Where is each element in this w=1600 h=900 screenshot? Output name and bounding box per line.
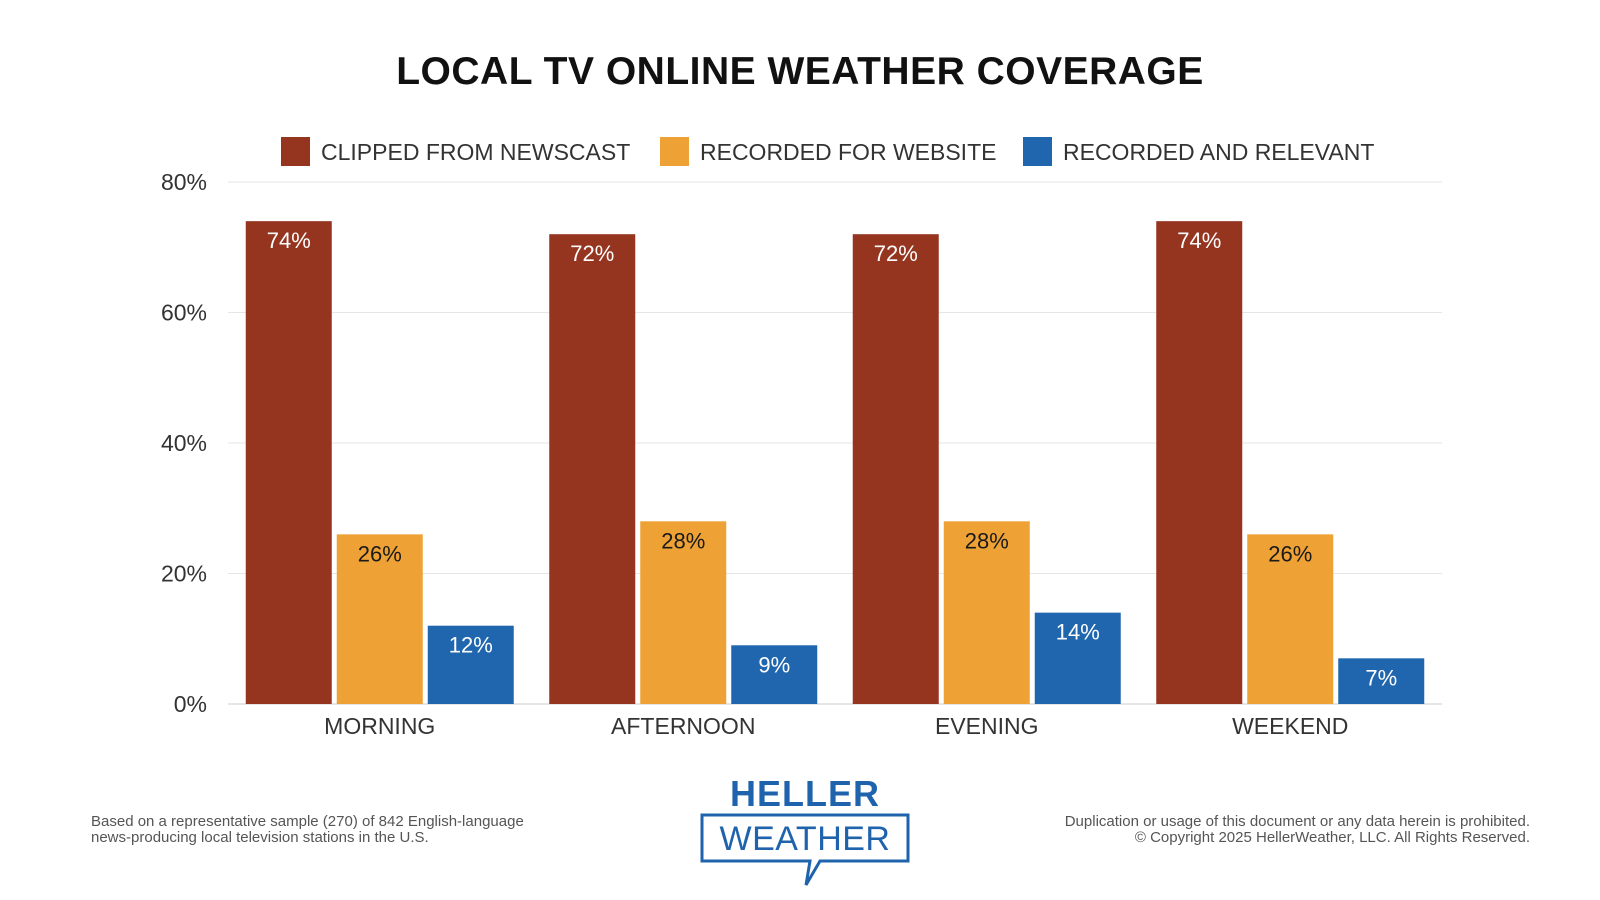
heller-weather-logo: HELLER WEATHER <box>700 773 910 888</box>
logo-speech-bubble-icon <box>700 813 910 886</box>
logo-heller-text: HELLER <box>730 773 880 814</box>
legend-swatch <box>281 137 310 166</box>
x-tick-label: EVENING <box>935 713 1039 739</box>
bar-value-label: 74% <box>267 228 311 253</box>
bar-evening-0 <box>852 234 939 704</box>
y-tick-label: 20% <box>161 561 207 587</box>
sample-footnote-line2: news-producing local television stations… <box>91 829 429 846</box>
sample-footnote: Based on a representative sample (270) o… <box>91 814 524 846</box>
bar-value-label: 26% <box>358 541 402 566</box>
sample-footnote-line1: Based on a representative sample (270) o… <box>91 813 524 830</box>
bar-afternoon-1 <box>640 521 727 704</box>
y-axis: 0% 20% 40% 60% 80% <box>161 169 207 717</box>
y-tick-label: 80% <box>161 169 207 195</box>
legend-label: CLIPPED FROM NEWSCAST <box>321 139 630 165</box>
bar-value-label: 26% <box>1268 541 1312 566</box>
copyright-line2: © Copyright 2025 HellerWeather, LLC. All… <box>1134 829 1530 846</box>
copyright-line1: Duplication or usage of this document or… <box>1064 813 1530 830</box>
bar-value-label: 74% <box>1177 228 1221 253</box>
bar-value-label: 28% <box>965 528 1009 553</box>
x-axis: MORNING AFTERNOON EVENING WEEKEND <box>324 713 1348 739</box>
bar-weekend-1 <box>1247 534 1334 704</box>
legend-swatch <box>660 137 689 166</box>
y-tick-label: 0% <box>174 691 207 717</box>
bar-morning-2 <box>427 625 514 704</box>
bar-value-label: 12% <box>449 633 493 658</box>
bar-afternoon-2 <box>731 645 818 704</box>
bar-value-label: 9% <box>758 652 790 677</box>
bar-afternoon-0 <box>549 234 636 704</box>
bar-value-label: 7% <box>1365 665 1397 690</box>
bar-value-label: 28% <box>661 528 705 553</box>
bar-weekend-0 <box>1156 221 1243 704</box>
x-tick-label: MORNING <box>324 713 435 739</box>
y-tick-label: 40% <box>161 430 207 456</box>
bar-evening-1 <box>943 521 1030 704</box>
y-tick-label: 60% <box>161 300 207 326</box>
bar-weekend-2 <box>1338 658 1425 704</box>
bars: 74% 26% 12% 72% 28% 9% 72% 28% 14% 74% 26% 7% <box>245 221 1425 704</box>
bar-value-label: 72% <box>874 241 918 266</box>
legend-swatch <box>1023 137 1052 166</box>
bar-morning-1 <box>336 534 423 704</box>
bar-morning-0 <box>245 221 332 704</box>
bar-value-label: 14% <box>1056 620 1100 645</box>
bar-chart: 0% 20% 40% 60% 80% 74% 26% 12% 72% 28% 9% 72% 28% 14… <box>161 137 1442 739</box>
legend: CLIPPED FROM NEWSCAST RECORDED FOR WEBSIT… <box>281 137 1374 166</box>
legend-label: RECORDED FOR WEBSITE <box>700 139 996 165</box>
copyright-footnote: Duplication or usage of this document or… <box>1065 814 1530 846</box>
x-tick-label: AFTERNOON <box>611 713 755 739</box>
bar-value-label: 72% <box>570 241 614 266</box>
x-tick-label: WEEKEND <box>1232 713 1348 739</box>
bar-evening-2 <box>1034 612 1121 704</box>
logo-weather-text: WEATHER <box>719 820 891 858</box>
chart-title: LOCAL TV ONLINE WEATHER COVERAGE <box>396 50 1204 93</box>
legend-label: RECORDED AND RELEVANT <box>1063 139 1374 165</box>
